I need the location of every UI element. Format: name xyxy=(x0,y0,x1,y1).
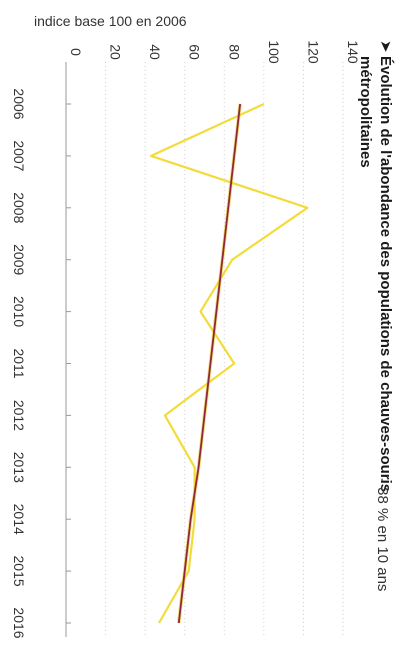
x-tick-label: 2007 xyxy=(11,140,27,171)
x-tick-label: 2013 xyxy=(11,452,27,483)
trend-line xyxy=(177,103,242,624)
chart-title-line-1: Évolution de l'abondance des populations… xyxy=(377,56,394,492)
grid xyxy=(65,62,344,637)
y-tick-label: 60 xyxy=(187,44,203,60)
x-tick-label: 2006 xyxy=(11,88,27,119)
y-tick-label: 40 xyxy=(147,44,163,60)
annotation-decline: - 38 % en 10 ans xyxy=(374,478,391,591)
x-tick-label: 2015 xyxy=(11,556,27,587)
x-tick-label: 2014 xyxy=(11,504,27,535)
y-axis: 0 20 40 60 80 100 120 140 xyxy=(68,40,361,64)
y-tick-label: 120 xyxy=(305,40,321,64)
x-tick-label: 2009 xyxy=(11,244,27,275)
y-axis-title: indice base 100 en 2006 xyxy=(34,13,187,29)
y-tick-label: 80 xyxy=(226,44,242,60)
x-tick-label: 2012 xyxy=(11,400,27,431)
y-tick-label: 20 xyxy=(108,44,124,60)
x-axis: 2006 2007 2008 2009 2010 2011 2012 2013 2014 2015… xyxy=(11,88,71,639)
x-tick-label: 2011 xyxy=(11,348,27,378)
y-tick-label: 100 xyxy=(266,40,282,64)
chart-title: ➤ Évolution de l'abondance des populatio… xyxy=(357,40,394,492)
series-index-line xyxy=(149,103,309,624)
title-marker: ➤ xyxy=(377,40,394,53)
x-tick-label: 2016 xyxy=(11,607,27,638)
y-tick-label: 0 xyxy=(68,48,84,56)
y-tick-label: 140 xyxy=(345,40,361,64)
chart-title-line-2: métropolitaines xyxy=(357,56,374,168)
series-group xyxy=(149,103,309,624)
x-tick-label: 2008 xyxy=(11,192,27,223)
x-tick-label: 2010 xyxy=(11,296,27,327)
